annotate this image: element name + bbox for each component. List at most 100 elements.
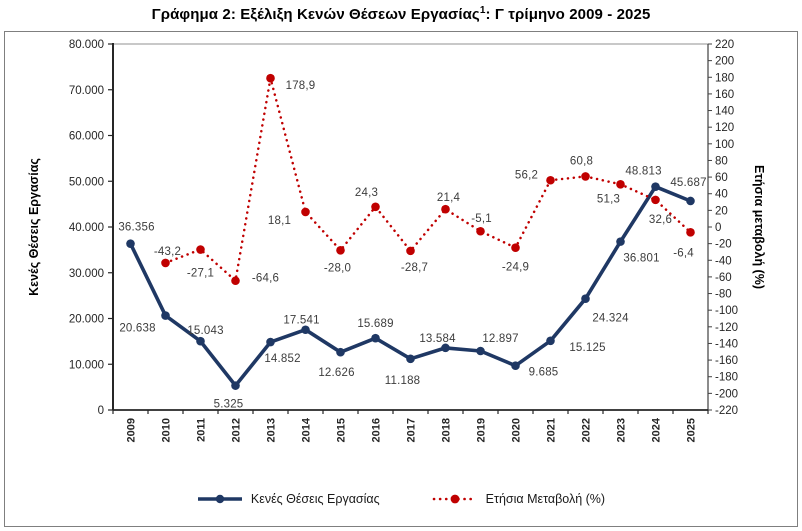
data-point-marker <box>336 347 345 357</box>
data-label: 36.356 <box>118 222 154 234</box>
data-point-marker <box>406 246 415 256</box>
left-axis-ticks: 0 10.000 20.000 30.000 40.000 50.000 60.000 70.… <box>69 39 113 417</box>
data-point-marker <box>476 226 485 236</box>
svg-text:10.000: 10.000 <box>69 359 104 371</box>
data-label: 51,3 <box>597 193 620 205</box>
svg-text:2009: 2009 <box>126 418 138 442</box>
svg-text:-20: -20 <box>715 239 732 251</box>
data-point-marker <box>196 245 205 254</box>
data-point-marker <box>581 172 590 181</box>
data-point-marker <box>686 228 695 237</box>
data-point-marker <box>231 276 240 286</box>
data-point-marker <box>546 336 555 346</box>
legend-key-vacancies-line-icon <box>197 494 242 504</box>
data-point-marker <box>196 336 205 346</box>
data-label: 9.685 <box>529 367 559 379</box>
svg-text:2011: 2011 <box>196 418 208 442</box>
svg-text:200: 200 <box>715 56 734 68</box>
data-label: 18,1 <box>268 215 291 227</box>
legend-item-vacancies: Κενές Θέσεις Εργασίας <box>197 492 380 506</box>
svg-text:140: 140 <box>715 106 734 118</box>
data-label: 36.801 <box>623 253 659 265</box>
x-axis-labels: 2009 2010 2011 2012 2013 2014 2015 2016 2017 2018… <box>126 417 698 442</box>
data-label: 24.324 <box>592 313 629 325</box>
data-label: -28,7 <box>401 262 428 274</box>
data-point-marker <box>406 354 415 364</box>
svg-text:2020: 2020 <box>511 418 523 442</box>
chart-title-footnote-marker: 1 <box>479 5 486 16</box>
data-label: 5.325 <box>214 399 244 411</box>
data-point-marker <box>511 361 520 370</box>
svg-text:2013: 2013 <box>266 418 278 442</box>
left-axis-title: Κενές Θέσεις Εργασίας <box>27 158 41 296</box>
svg-text:2023: 2023 <box>616 418 628 442</box>
svg-text:50.000: 50.000 <box>69 176 104 188</box>
svg-text:2017: 2017 <box>406 418 418 442</box>
data-label: 24,3 <box>355 187 378 199</box>
data-label: 60,8 <box>570 155 593 167</box>
svg-text:40.000: 40.000 <box>69 222 104 234</box>
svg-text:80.000: 80.000 <box>69 39 104 51</box>
data-point-marker <box>161 311 170 320</box>
svg-text:40: 40 <box>715 189 728 201</box>
data-label: 15.043 <box>187 325 223 337</box>
legend-label-vacancies: Κενές Θέσεις Εργασίας <box>250 492 380 506</box>
right-axis-ticks: 220200180160140120100806040200-20-40-60-… <box>708 39 738 417</box>
data-point-marker <box>161 258 170 268</box>
data-label: 21,4 <box>437 192 461 204</box>
data-label: 17.541 <box>283 315 319 327</box>
svg-text:2016: 2016 <box>371 418 383 442</box>
data-point-marker <box>651 195 660 205</box>
svg-text:-160: -160 <box>715 355 738 367</box>
svg-text:2024: 2024 <box>651 417 663 442</box>
svg-text:-40: -40 <box>715 255 732 267</box>
data-label: 32,6 <box>649 214 672 226</box>
data-label: 13.584 <box>419 333 456 345</box>
data-label: 15.125 <box>569 342 605 354</box>
data-label: 12.626 <box>318 367 354 379</box>
data-point-marker <box>616 237 625 246</box>
svg-text:-140: -140 <box>715 338 738 350</box>
svg-text:-220: -220 <box>715 405 738 417</box>
data-point-marker <box>266 337 275 347</box>
chart-title-text: Γράφημα 2: Εξέλιξη Κενών Θέσεων Εργασίας <box>151 6 480 23</box>
chart-title-period: : Γ τρίμηνο 2009 - 2025 <box>485 6 651 23</box>
data-point-marker <box>231 381 240 390</box>
svg-text:2019: 2019 <box>476 418 488 442</box>
svg-text:180: 180 <box>715 72 734 84</box>
data-label: -43,2 <box>154 246 181 258</box>
svg-text:2010: 2010 <box>161 418 173 442</box>
data-label: 14.852 <box>264 353 300 365</box>
data-label: -6,4 <box>673 247 694 259</box>
svg-text:70.000: 70.000 <box>69 85 104 97</box>
svg-text:0: 0 <box>98 405 104 417</box>
legend-key-annual-change-line-icon <box>432 494 477 504</box>
data-label: 20.638 <box>119 323 155 335</box>
svg-text:2014: 2014 <box>301 417 313 442</box>
data-label: 15.689 <box>357 318 393 330</box>
legend-label-annual-change: Ετήσια Μεταβολή (%) <box>485 492 606 506</box>
data-label: 12.897 <box>482 333 518 345</box>
svg-text:80: 80 <box>715 155 728 167</box>
svg-text:-100: -100 <box>715 305 738 317</box>
data-point-marker <box>511 243 520 253</box>
svg-text:60.000: 60.000 <box>69 131 104 143</box>
data-label: -28,0 <box>324 262 351 274</box>
svg-text:2021: 2021 <box>546 418 558 442</box>
data-label: 178,9 <box>286 80 316 92</box>
data-point-marker <box>616 180 625 189</box>
plot-svg: Κενές Θέσεις Εργασίας Ετήσια μεταβολή (%… <box>27 39 766 442</box>
data-point-marker <box>301 207 310 217</box>
svg-text:60: 60 <box>715 172 728 184</box>
svg-text:-200: -200 <box>715 388 738 400</box>
plot-frame <box>112 43 709 411</box>
data-point-marker <box>441 204 450 214</box>
data-point-marker <box>266 73 275 83</box>
svg-text:220: 220 <box>715 39 734 51</box>
svg-text:30.000: 30.000 <box>69 268 104 280</box>
svg-text:2022: 2022 <box>581 418 593 442</box>
chart-area: Κενές Θέσεις Εργασίας Ετήσια μεταβολή (%… <box>4 31 798 527</box>
svg-text:-120: -120 <box>715 322 738 334</box>
data-point-marker <box>546 175 555 185</box>
data-label: -27,1 <box>187 268 214 280</box>
